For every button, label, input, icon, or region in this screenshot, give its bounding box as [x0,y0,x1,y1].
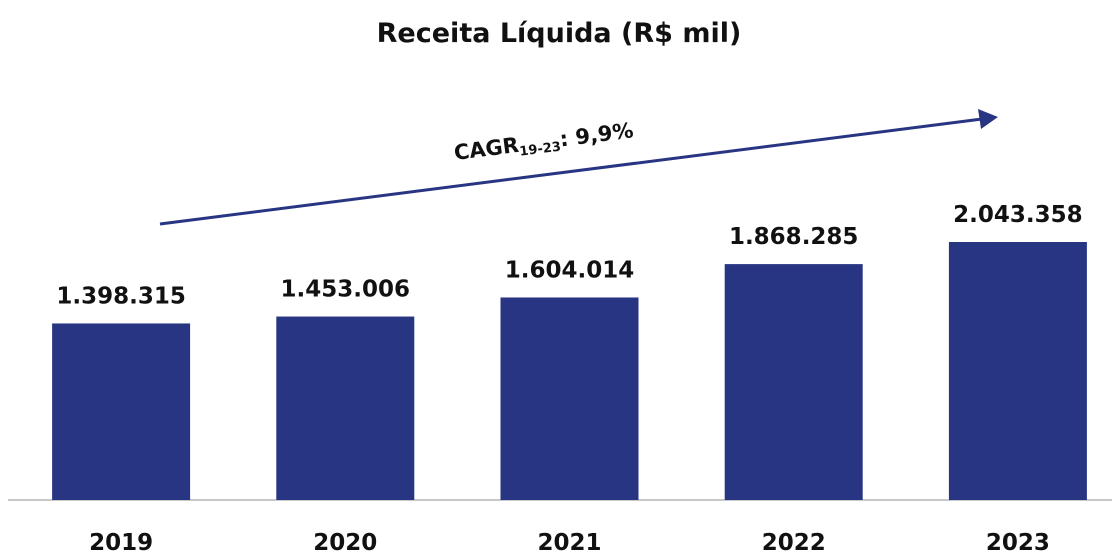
bar [500,297,639,500]
value-label: 1.453.006 [281,277,411,303]
bar [724,264,863,500]
bar [276,316,415,500]
x-tick-label: 2020 [313,530,377,554]
arrow-line [159,117,983,226]
value-label: 1.604.014 [505,257,635,283]
cagr-subscript: 19-23 [519,140,562,160]
x-tick-label: 2023 [986,530,1050,554]
x-tick-label: 2022 [762,530,826,554]
cagr-value: : 9,9% [558,118,634,151]
cagr-text: CAGR [453,133,521,165]
cagr-annotation: CAGR19-23: 9,9% [453,118,636,168]
value-label: 1.868.285 [729,224,859,250]
trend-arrow [159,109,998,226]
value-label: 1.398.315 [56,283,186,309]
x-tick-label: 2021 [537,530,601,554]
chart-title: Receita Líquida (R$ mil) [377,18,742,49]
bar [948,242,1087,500]
bar [52,323,191,500]
arrow-head [978,109,998,129]
x-tick-label: 2019 [89,530,153,554]
value-label: 2.043.358 [953,202,1083,228]
